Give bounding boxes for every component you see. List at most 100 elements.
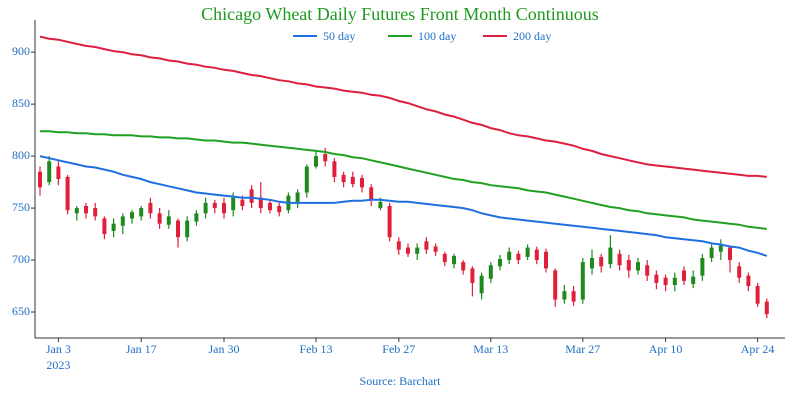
candle-body	[728, 247, 732, 261]
candle-body	[341, 174, 346, 183]
moving-average-line	[39, 155, 768, 257]
candle-body	[295, 192, 300, 202]
candle-body	[203, 202, 208, 214]
candle-body	[212, 202, 217, 209]
candle-body	[746, 275, 751, 287]
candle-body	[84, 206, 88, 214]
source-note: Source: Barchart	[360, 374, 442, 388]
x-tick-label: Apr 24	[741, 342, 775, 356]
candle-body	[111, 223, 116, 231]
candle-body	[654, 274, 659, 283]
candle-body	[562, 291, 567, 300]
candle-body	[682, 270, 686, 281]
legend-label: 100 day	[418, 29, 456, 43]
candle-body	[415, 247, 420, 254]
candle-body	[709, 247, 714, 258]
candle-body	[461, 262, 466, 271]
legend-label: 200 day	[513, 29, 551, 43]
candle-body	[38, 171, 42, 188]
candle-body	[718, 245, 723, 252]
candle-body	[636, 262, 640, 271]
candle-body	[65, 176, 70, 211]
moving-average-line	[40, 130, 767, 230]
candle-body	[277, 206, 282, 213]
candle-body	[185, 220, 190, 238]
candle-body	[157, 213, 162, 224]
candle-body	[507, 251, 512, 261]
candle-body	[258, 197, 263, 209]
candle-body	[516, 253, 521, 261]
candle-body	[498, 259, 502, 267]
candle-body	[452, 255, 456, 265]
legend-label: 50 day	[323, 29, 355, 43]
candle-body	[47, 161, 52, 183]
candle-body	[323, 154, 328, 162]
candle-body	[470, 268, 475, 283]
candle-body	[176, 220, 180, 238]
y-tick-label: 900	[12, 44, 30, 58]
x-tick-label: Feb 27	[382, 342, 415, 356]
candle-body	[755, 286, 760, 304]
candle-body	[700, 257, 705, 276]
candle-body	[194, 213, 199, 222]
candle-body	[304, 166, 309, 193]
candle-body	[56, 166, 61, 179]
candle-body	[350, 176, 355, 185]
candle-body	[599, 256, 604, 267]
candle-body	[360, 177, 364, 188]
candle-body	[93, 208, 98, 217]
x-tick-label: Jan 3	[46, 342, 71, 356]
candle-body	[139, 208, 144, 217]
candle-body	[590, 257, 594, 269]
candle-body	[442, 253, 447, 263]
candle-body	[166, 216, 171, 225]
candle-body	[424, 241, 429, 250]
candle-body	[148, 202, 153, 214]
candle-body	[608, 247, 613, 265]
candle-body	[764, 301, 769, 315]
candle-body	[645, 265, 650, 276]
candle-body	[240, 199, 245, 207]
x-tick-label: Mar 13	[473, 342, 508, 356]
x-year-label: 2023	[46, 358, 70, 372]
x-tick-label: Apr 10	[649, 342, 683, 356]
candle-body	[488, 265, 493, 279]
candle-body	[396, 241, 401, 250]
y-tick-label: 750	[12, 200, 30, 214]
candle-body	[387, 206, 392, 238]
candle-body	[737, 266, 742, 278]
candle-body	[222, 202, 226, 214]
candle-body	[102, 218, 107, 235]
chart-title: Chicago Wheat Daily Futures Front Month …	[201, 4, 599, 24]
candle-body	[369, 187, 374, 200]
candle-body	[553, 270, 558, 300]
candle-body	[231, 197, 236, 211]
candle-body	[433, 246, 438, 252]
candle-body	[249, 189, 254, 203]
x-tick-label: Jan 17	[126, 342, 157, 356]
candle-body	[314, 156, 318, 167]
candle-body	[626, 260, 631, 271]
candle-body	[663, 277, 668, 285]
candle-body	[332, 161, 337, 177]
y-tick-label: 850	[12, 96, 30, 110]
candle-body	[378, 201, 383, 209]
x-tick-label: Mar 27	[565, 342, 600, 356]
candle-body	[525, 247, 530, 257]
candle-body	[691, 276, 696, 284]
candle-body	[479, 275, 484, 294]
candle-body	[74, 208, 79, 214]
candle-body	[406, 247, 410, 254]
candle-body	[120, 216, 125, 226]
candle-body	[268, 202, 272, 211]
candle-body	[580, 262, 585, 300]
candle-body	[130, 212, 134, 219]
y-tick-label: 650	[12, 304, 30, 318]
candle-body	[672, 277, 677, 285]
y-tick-label: 700	[12, 252, 30, 266]
candle-body	[544, 251, 548, 269]
candle-body	[534, 249, 539, 261]
x-tick-label: Feb 13	[300, 342, 333, 356]
y-tick-label: 800	[12, 148, 30, 162]
